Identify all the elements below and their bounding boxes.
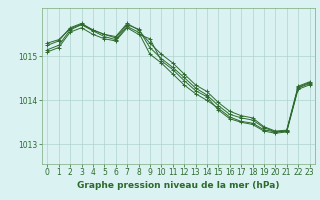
X-axis label: Graphe pression niveau de la mer (hPa): Graphe pression niveau de la mer (hPa) xyxy=(77,181,280,190)
